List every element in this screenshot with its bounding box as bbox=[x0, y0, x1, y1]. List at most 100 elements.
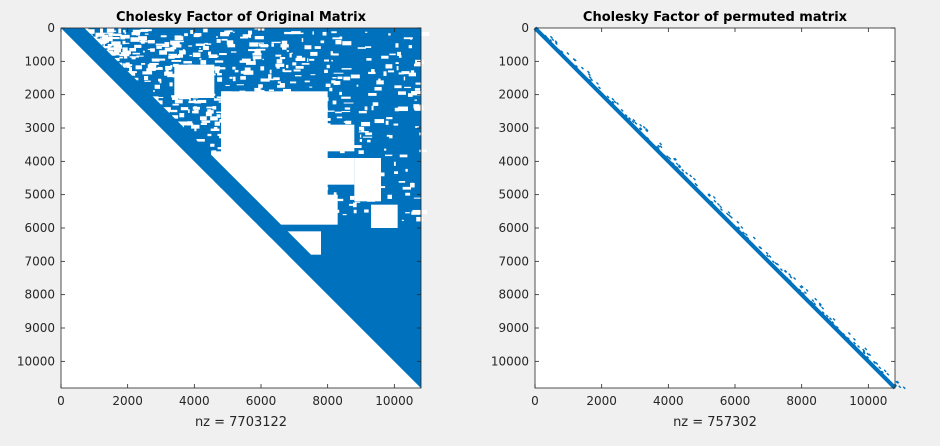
sparse-gap bbox=[311, 111, 317, 115]
y-tick-label: 9000 bbox=[498, 321, 529, 335]
sparse-gap bbox=[219, 67, 226, 70]
sparse-gap bbox=[191, 124, 200, 129]
band-scatter bbox=[659, 142, 663, 146]
sparse-gap bbox=[331, 31, 337, 34]
band-scatter bbox=[587, 73, 591, 77]
sparse-gap bbox=[394, 85, 402, 89]
sparse-gap bbox=[263, 186, 266, 191]
sparse-gap bbox=[320, 40, 325, 44]
band-scatter bbox=[740, 225, 744, 229]
band-scatter bbox=[883, 369, 887, 373]
sparse-gap bbox=[181, 95, 191, 100]
sparse-gap bbox=[154, 68, 163, 70]
sparse-gap bbox=[304, 194, 311, 198]
sparse-gap bbox=[242, 34, 250, 38]
sparse-gap bbox=[149, 62, 159, 65]
sparse-gap bbox=[120, 52, 130, 56]
sparse-gap bbox=[176, 86, 185, 91]
sparse-gap bbox=[258, 90, 265, 93]
sparse-gap bbox=[230, 51, 237, 53]
sparse-gap bbox=[214, 66, 221, 71]
sparse-gap bbox=[255, 194, 258, 197]
sparse-gap bbox=[222, 129, 225, 135]
sparse-gap bbox=[114, 57, 120, 61]
nonzero-pattern bbox=[533, 26, 906, 390]
sparse-gap bbox=[206, 106, 215, 109]
sparse-gap bbox=[283, 147, 289, 152]
sparse-gap bbox=[311, 196, 315, 200]
sparse-gap bbox=[125, 62, 130, 67]
sparse-gap bbox=[139, 40, 148, 43]
sparse-gap bbox=[283, 70, 292, 73]
sparse-gap bbox=[120, 34, 130, 39]
band-scatter bbox=[666, 155, 670, 159]
sparse-gap bbox=[187, 66, 196, 69]
sparse-gap bbox=[357, 47, 366, 49]
band-scatter bbox=[620, 111, 624, 115]
sparse-gap bbox=[214, 60, 224, 63]
sparse-gap bbox=[288, 107, 297, 110]
sparse-gap bbox=[395, 43, 399, 48]
band-scatter bbox=[827, 318, 831, 322]
band-scatter bbox=[560, 52, 564, 56]
sparse-gap bbox=[135, 65, 142, 70]
band-scatter bbox=[659, 145, 663, 149]
sparse-gap bbox=[395, 62, 399, 65]
band-scatter bbox=[866, 355, 870, 359]
sparse-gap bbox=[352, 202, 357, 208]
sparse-gap bbox=[198, 47, 201, 49]
sparse-gap bbox=[188, 109, 190, 114]
y-tick-label: 1000 bbox=[498, 54, 529, 68]
sparse-gap bbox=[410, 70, 415, 75]
sparse-gap bbox=[322, 31, 327, 36]
band-scatter bbox=[727, 211, 731, 215]
sparse-gap bbox=[119, 56, 123, 59]
sparse-gap bbox=[305, 131, 309, 136]
sparse-gap bbox=[397, 51, 401, 56]
band-scatter bbox=[554, 42, 558, 46]
sparse-gap bbox=[239, 60, 249, 63]
sparse-gap bbox=[102, 46, 106, 49]
sparse-gap bbox=[301, 57, 306, 61]
sparse-gap bbox=[404, 86, 411, 89]
band-scatter bbox=[737, 226, 741, 230]
sparse-gap bbox=[258, 43, 262, 47]
sparse-gap bbox=[187, 64, 194, 69]
band-scatter bbox=[616, 102, 620, 106]
sparse-gap bbox=[358, 126, 363, 131]
sparse-gap bbox=[401, 219, 404, 222]
band-scatter bbox=[549, 38, 553, 42]
sparse-gap bbox=[385, 120, 389, 125]
sparse-gap bbox=[244, 132, 252, 137]
sparse-gap bbox=[413, 63, 422, 67]
sparse-gap bbox=[211, 150, 217, 153]
sparse-gap bbox=[177, 36, 184, 40]
sparse-gap bbox=[220, 32, 229, 37]
sparse-gap bbox=[358, 150, 364, 154]
sparse-gap bbox=[153, 58, 160, 62]
sparse-gap bbox=[296, 104, 304, 107]
sparse-gap bbox=[315, 203, 321, 205]
sparse-gap bbox=[303, 92, 312, 97]
sparse-gap bbox=[154, 84, 160, 89]
band-scatter bbox=[707, 193, 711, 197]
sparse-gap bbox=[330, 51, 333, 56]
sparse-gap bbox=[202, 45, 209, 51]
sparse-gap bbox=[335, 39, 342, 45]
band-scatter bbox=[821, 311, 825, 315]
band-scatter bbox=[814, 297, 818, 301]
band-scatter bbox=[798, 288, 802, 292]
sparse-gap bbox=[225, 84, 230, 87]
sparse-gap bbox=[408, 72, 416, 77]
band-scatter bbox=[818, 303, 822, 307]
band-scatter bbox=[726, 212, 730, 216]
sparse-gap bbox=[418, 210, 425, 213]
band-scatter bbox=[788, 273, 792, 277]
sparse-gap bbox=[147, 48, 155, 51]
band-scatter bbox=[554, 40, 558, 44]
band-scatter bbox=[873, 360, 877, 364]
band-scatter bbox=[580, 66, 584, 70]
axes-box bbox=[60, 27, 422, 389]
sparse-gap bbox=[240, 164, 251, 168]
sparse-gap bbox=[144, 80, 151, 82]
